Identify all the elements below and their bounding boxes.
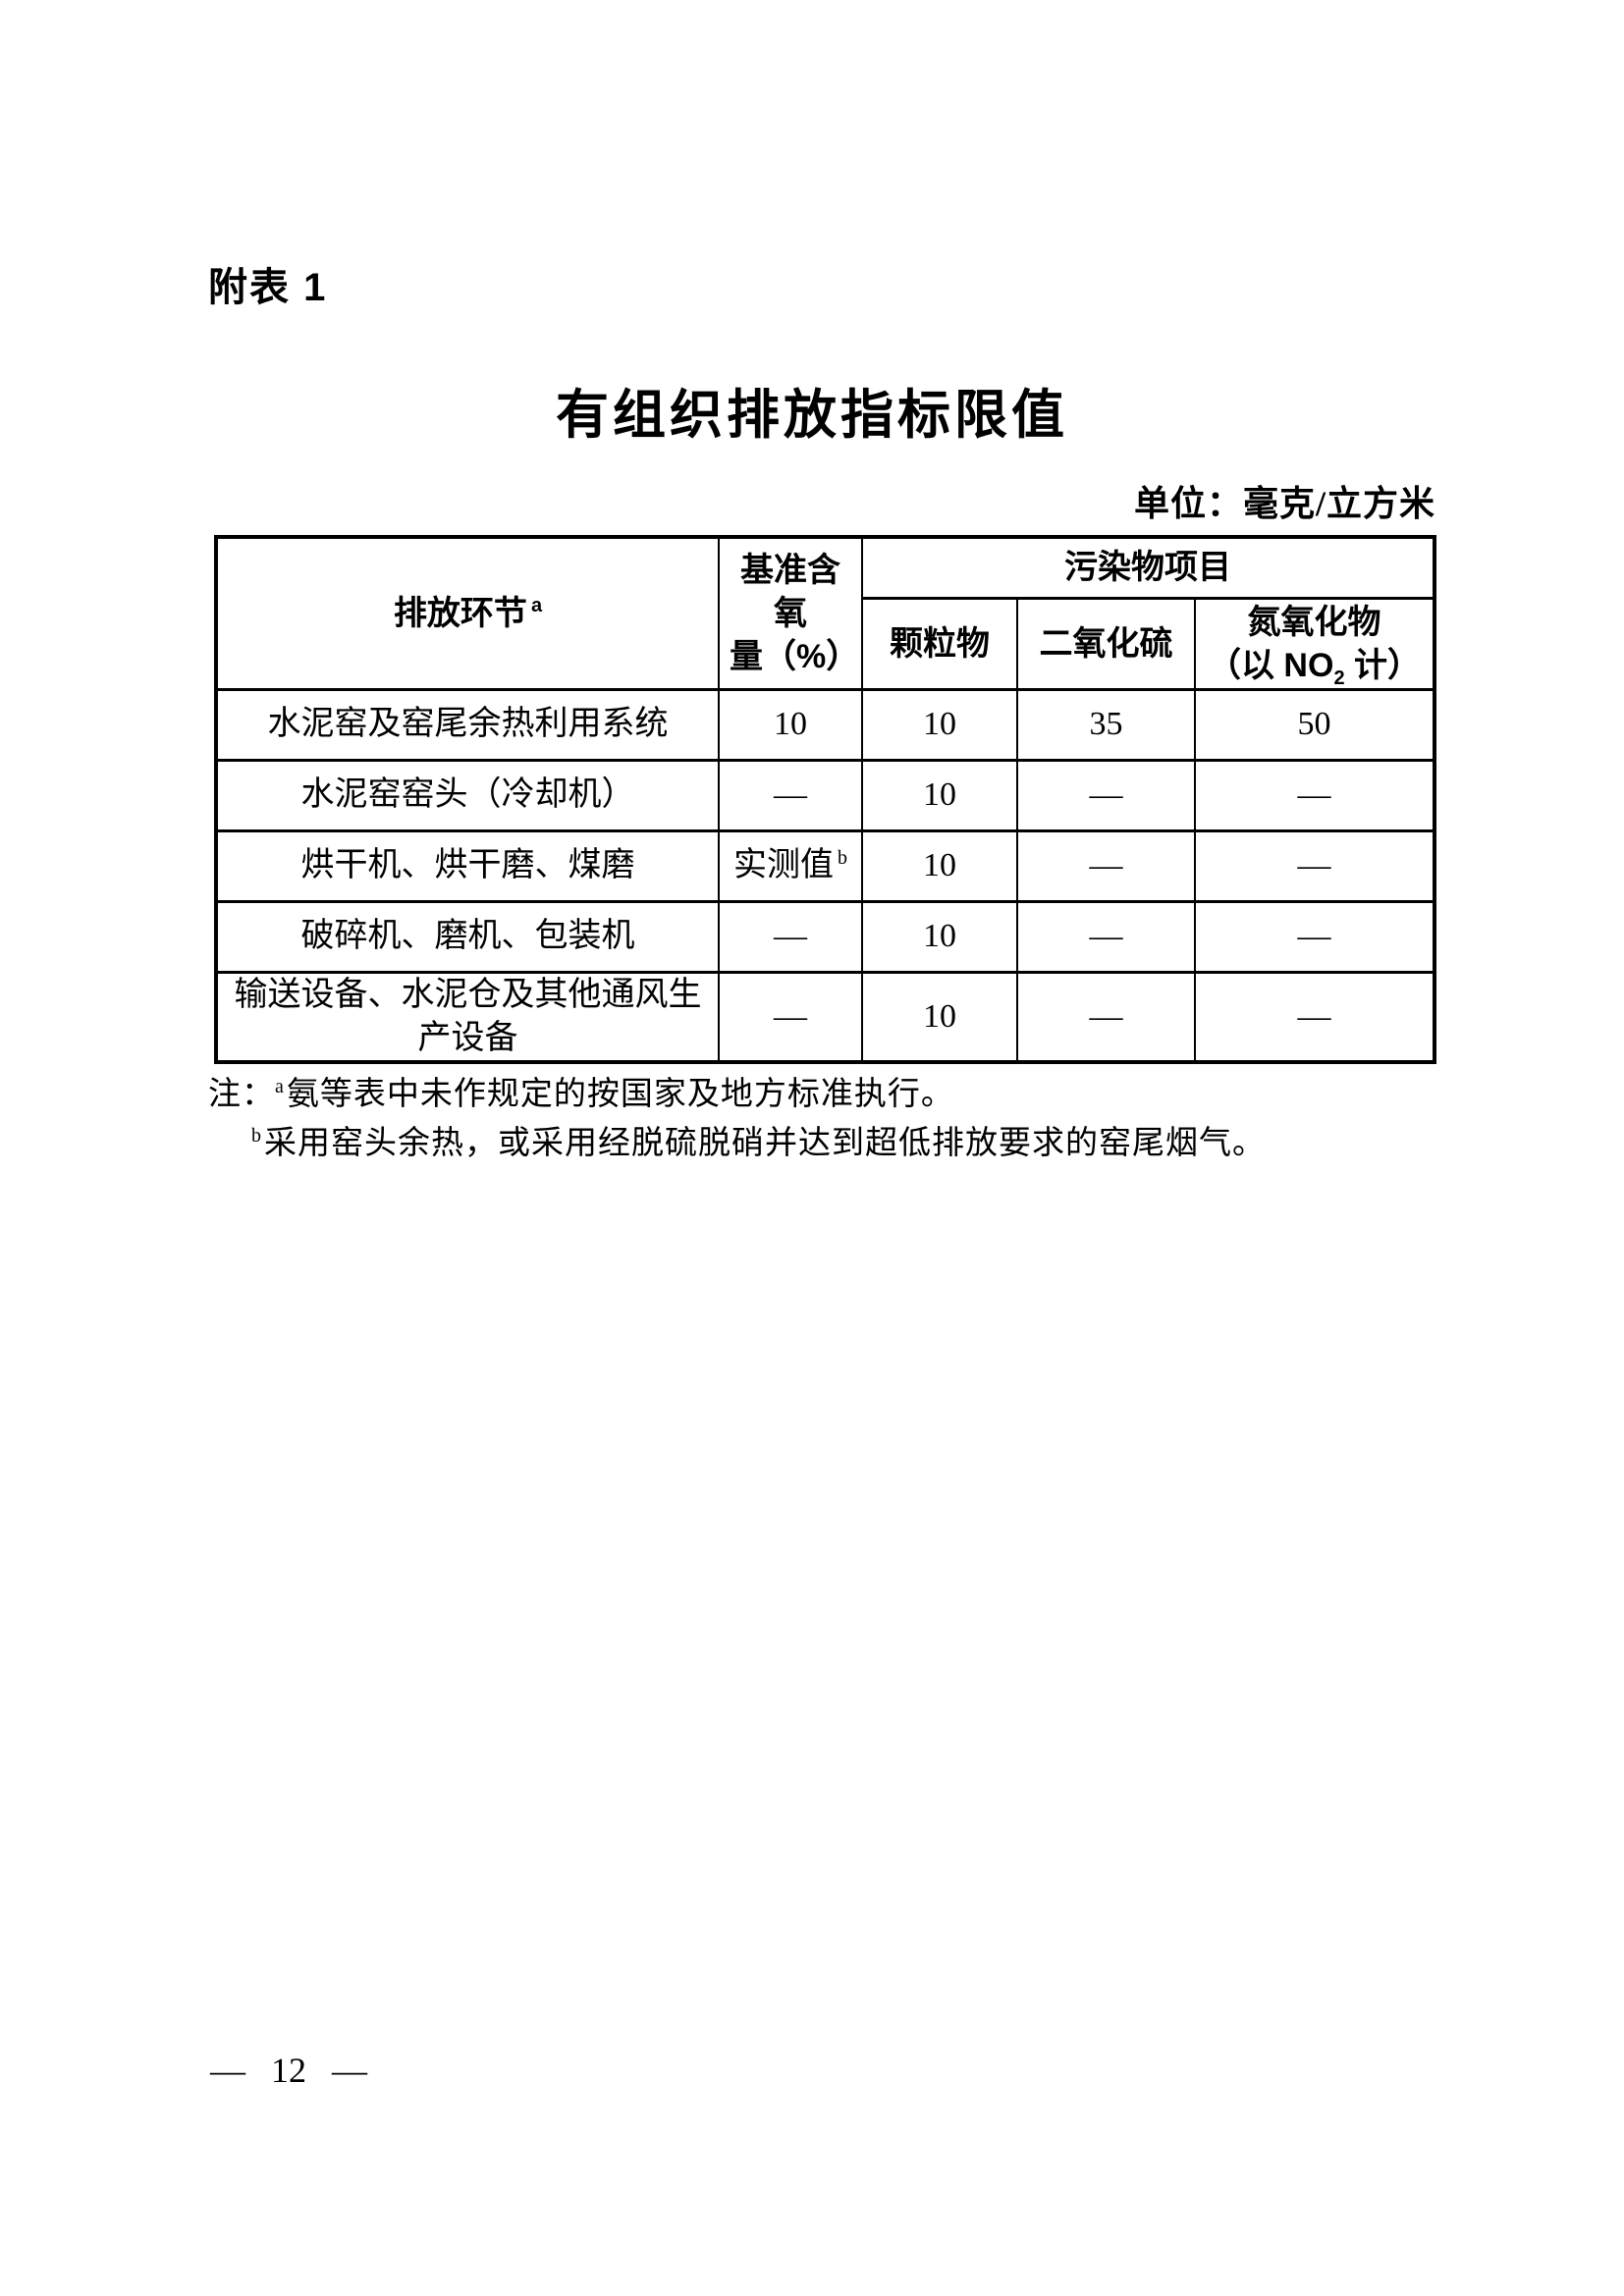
nox-formula-prefix: （以 NO — [1207, 646, 1334, 684]
nox-formula-subscript: 2 — [1333, 667, 1345, 689]
table-row: 烘干机、烘干磨、煤磨 实测值 b 10 — — — [215, 828, 1436, 903]
cell-so2: — — [1016, 970, 1196, 1064]
footnote-marker-a: a — [530, 595, 543, 617]
cell-pm: 10 — [861, 828, 1018, 903]
header-oxygen: 基准含氧 量（%） — [718, 535, 863, 691]
note-b-marker: b — [251, 1125, 262, 1147]
cell-nox: — — [1193, 970, 1436, 1064]
cell-pm: 10 — [861, 899, 1018, 974]
nox-formula-suffix: 计） — [1344, 646, 1422, 684]
cell-pm: 10 — [861, 758, 1018, 832]
cell-so2: — — [1016, 828, 1196, 903]
header-emission-stage-label: 排放环节 — [393, 594, 527, 632]
table-row: 水泥窑及窑尾余热利用系统 10 10 35 50 — [215, 687, 1436, 762]
cell-stage: 水泥窑及窑尾余热利用系统 — [215, 687, 720, 762]
cell-so2: — — [1016, 758, 1196, 832]
note-b: b采用窑头余热，或采用经脱硫脱硝并达到超低排放要求的窑尾烟气。 — [208, 1119, 1266, 1168]
header-oxygen-line2: 量（%） — [730, 637, 860, 675]
emission-limits-table: 排放环节 a 基准含氧 量（%） 污染物项目 颗粒物 二氧化硫 氮氧化物 （以 N… — [214, 535, 1437, 1064]
note-b-text: 采用窑头余热，或采用经脱硫脱硝并达到超低排放要求的窑尾烟气。 — [264, 1126, 1266, 1161]
header-nox: 氮氧化物 （以 NO2 计） — [1193, 596, 1436, 691]
cell-stage: 烘干机、烘干磨、煤磨 — [215, 828, 720, 903]
cell-stage: 破碎机、磨机、包装机 — [215, 899, 720, 974]
cell-pm: 10 — [861, 970, 1018, 1064]
page-footer: — 12 — — [210, 2050, 367, 2091]
cell-stage: 输送设备、水泥仓及其他通风生产设备 — [215, 970, 720, 1064]
table-header-row-top: 排放环节 a 基准含氧 量（%） 污染物项目 — [215, 535, 1436, 691]
cell-oxygen: — — [718, 758, 863, 832]
cell-oxygen: — — [718, 970, 863, 1064]
table-row: 破碎机、磨机、包装机 — 10 — — — [215, 899, 1436, 974]
page-number: 12 — [271, 2051, 306, 2090]
appendix-label: 附表 1 — [208, 266, 328, 309]
page-title: 有组织排放指标限值 — [556, 386, 1068, 445]
unit-label: 单位：毫克/立方米 — [1133, 484, 1435, 523]
table-header-row-sub: 颗粒物 二氧化硫 氮氧化物 （以 NO2 计） — [216, 596, 1436, 691]
header-emission-stage: 排放环节 a — [215, 535, 720, 691]
cell-stage: 水泥窑窑头（冷却机） — [215, 758, 720, 832]
cell-so2: — — [1016, 899, 1196, 974]
cell-oxygen: 实测值 b — [718, 828, 863, 903]
header-oxygen-line1: 基准含氧 — [740, 551, 840, 632]
cell-so2: 35 — [1016, 687, 1196, 762]
table-row: 水泥窑窑头（冷却机） — 10 — — — [215, 758, 1436, 832]
note-a: 注：a氨等表中未作规定的按国家及地方标准执行。 — [208, 1070, 1266, 1119]
header-nox-line1: 氮氧化物 — [1247, 603, 1381, 641]
cell-oxygen: — — [718, 899, 863, 974]
cell-oxygen: 10 — [718, 687, 863, 762]
header-so2: 二氧化硫 — [1016, 596, 1196, 691]
table-notes: 注：a氨等表中未作规定的按国家及地方标准执行。 b采用窑头余热，或采用经脱硫脱硝… — [208, 1070, 1266, 1168]
footer-dash-left: — — [210, 2051, 245, 2090]
note-a-marker: a — [275, 1076, 285, 1097]
footer-dash-right: — — [332, 2051, 367, 2090]
cell-nox: — — [1193, 758, 1436, 832]
header-nox-line2: （以 NO2 计） — [1206, 644, 1423, 689]
cell-nox: 50 — [1193, 687, 1436, 762]
header-pollutant-group: 污染物项目 — [860, 535, 1436, 600]
header-pm: 颗粒物 — [861, 596, 1018, 691]
note-prefix: 注： — [208, 1077, 275, 1112]
cell-pm: 10 — [861, 687, 1018, 762]
note-a-text: 氨等表中未作规定的按国家及地方标准执行。 — [286, 1077, 954, 1112]
footnote-marker-b: b — [838, 846, 847, 869]
cell-oxygen-value: 实测值 — [733, 847, 834, 883]
table-row: 输送设备、水泥仓及其他通风生产设备 — 10 — — — [215, 970, 1436, 1064]
cell-nox: — — [1193, 828, 1436, 903]
cell-nox: — — [1193, 899, 1436, 974]
